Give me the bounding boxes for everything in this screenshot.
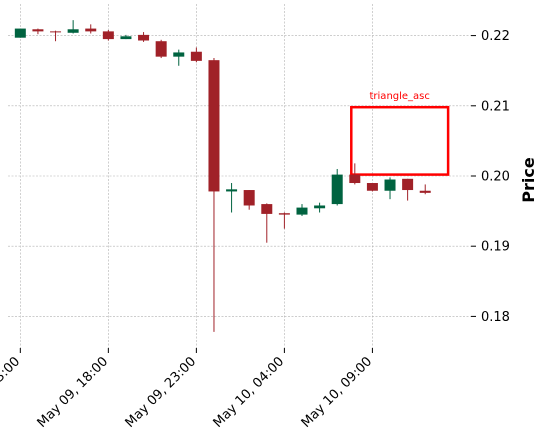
y-tick-label: 0.19 bbox=[481, 240, 510, 255]
candle bbox=[85, 24, 97, 34]
candle-body bbox=[155, 41, 167, 57]
candle-body bbox=[226, 189, 238, 192]
pattern-annotations: triangle_asc bbox=[350, 91, 450, 176]
candle-body bbox=[32, 29, 44, 32]
candle-body bbox=[85, 28, 97, 32]
candle-body bbox=[278, 213, 290, 215]
candle-body bbox=[173, 52, 185, 57]
candle-body bbox=[314, 205, 326, 209]
y-tick-label: 0.21 bbox=[481, 99, 510, 114]
candle bbox=[278, 212, 290, 229]
candle-body bbox=[67, 29, 79, 33]
candle-body bbox=[366, 183, 378, 191]
x-tick-label: May 10, 04:00 bbox=[211, 354, 288, 431]
candle bbox=[296, 204, 308, 217]
y-tick-label: 0.18 bbox=[481, 310, 510, 325]
candle bbox=[190, 47, 202, 63]
candle-body bbox=[402, 178, 414, 191]
candle-body bbox=[261, 204, 273, 214]
candle-body bbox=[102, 31, 114, 40]
candle-body bbox=[190, 51, 202, 61]
candle bbox=[14, 28, 26, 38]
candle bbox=[50, 30, 62, 42]
candle-body bbox=[243, 190, 255, 206]
x-tick-label: May 09, 23:00 bbox=[123, 354, 200, 431]
x-tick-label: May 09, 18:00 bbox=[35, 354, 112, 431]
candle bbox=[261, 203, 273, 243]
candle bbox=[102, 29, 114, 41]
candle-body bbox=[50, 31, 62, 33]
candle bbox=[366, 183, 378, 192]
candle bbox=[349, 163, 361, 185]
candle-body bbox=[296, 207, 308, 215]
candle bbox=[67, 20, 79, 34]
candle-body bbox=[349, 174, 361, 184]
candle bbox=[120, 34, 132, 40]
candle-body bbox=[208, 60, 220, 192]
candle bbox=[155, 39, 167, 59]
candle bbox=[384, 177, 396, 200]
candle bbox=[138, 32, 150, 42]
candle-body bbox=[138, 34, 150, 41]
candle-body bbox=[419, 190, 431, 193]
x-tick-label: May 10, 09:00 bbox=[299, 354, 376, 431]
candle bbox=[32, 28, 44, 35]
grid bbox=[8, 4, 471, 348]
y-axis-label: Price bbox=[519, 157, 538, 203]
candles bbox=[14, 20, 431, 332]
candle-body bbox=[384, 179, 396, 191]
candle bbox=[243, 190, 255, 210]
x-tick-label: May 09, 13:00 bbox=[0, 354, 23, 431]
candle bbox=[331, 168, 343, 206]
candle bbox=[419, 184, 431, 195]
candle-body bbox=[331, 174, 343, 205]
candle bbox=[402, 178, 414, 201]
y-tick-label: 0.22 bbox=[481, 29, 510, 44]
y-tick-label: 0.20 bbox=[481, 170, 510, 185]
pattern-box bbox=[350, 105, 450, 176]
y-axis: 0.18 0.19 0.20 0.21 0.22 bbox=[471, 29, 510, 325]
candle-body bbox=[14, 28, 26, 38]
candle-body bbox=[120, 36, 132, 40]
pattern-label: triangle_asc bbox=[370, 91, 430, 102]
candle bbox=[226, 183, 238, 213]
candle bbox=[208, 58, 220, 332]
candle bbox=[173, 49, 185, 66]
candle bbox=[314, 202, 326, 213]
